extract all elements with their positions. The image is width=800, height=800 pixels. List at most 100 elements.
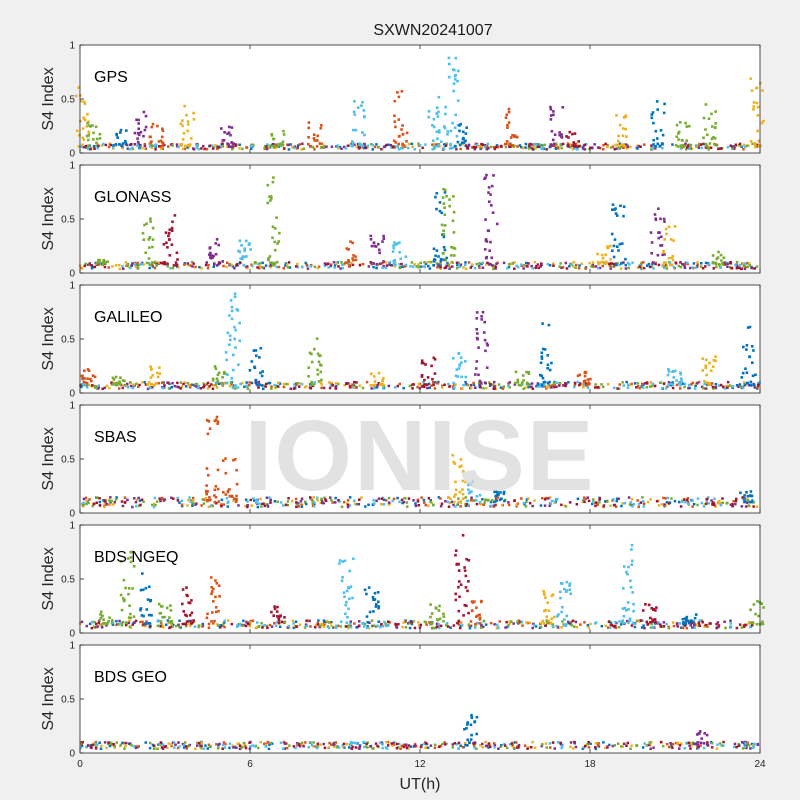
data-point bbox=[433, 358, 437, 361]
data-point bbox=[680, 138, 684, 142]
data-point bbox=[326, 625, 330, 628]
data-point bbox=[384, 746, 388, 749]
data-point bbox=[711, 365, 715, 368]
data-point bbox=[664, 497, 667, 500]
data-point bbox=[473, 746, 476, 750]
data-point bbox=[622, 615, 626, 618]
data-point bbox=[598, 266, 602, 270]
data-point bbox=[464, 586, 468, 589]
data-point bbox=[691, 266, 694, 269]
data-point bbox=[74, 94, 78, 98]
data-point bbox=[564, 590, 568, 593]
data-point bbox=[393, 241, 396, 244]
data-point bbox=[417, 621, 420, 624]
data-point bbox=[436, 266, 439, 269]
y-tick-label: 0 bbox=[69, 389, 75, 400]
data-point bbox=[683, 264, 686, 268]
data-point bbox=[181, 742, 185, 746]
data-point bbox=[158, 497, 161, 500]
data-point bbox=[604, 500, 607, 503]
data-point bbox=[102, 259, 105, 262]
data-point bbox=[704, 623, 707, 627]
data-point bbox=[636, 266, 640, 269]
data-point bbox=[82, 100, 86, 104]
plot-area bbox=[80, 285, 760, 393]
data-point bbox=[480, 146, 483, 149]
data-point bbox=[541, 146, 545, 150]
data-point bbox=[397, 623, 400, 626]
data-point bbox=[392, 139, 396, 143]
data-point bbox=[609, 504, 612, 508]
data-point bbox=[464, 139, 467, 143]
data-point bbox=[217, 371, 221, 375]
data-point bbox=[489, 193, 492, 196]
data-point bbox=[641, 746, 645, 749]
data-point bbox=[112, 743, 115, 746]
data-point bbox=[694, 382, 697, 385]
data-point bbox=[611, 203, 615, 206]
data-point bbox=[650, 147, 653, 150]
data-point bbox=[386, 744, 390, 747]
data-point bbox=[495, 144, 499, 147]
data-point bbox=[697, 732, 700, 735]
data-point bbox=[513, 261, 516, 264]
data-point bbox=[266, 201, 270, 205]
data-point bbox=[127, 587, 131, 590]
data-point bbox=[456, 69, 460, 73]
data-point bbox=[148, 145, 152, 148]
data-point bbox=[528, 142, 532, 146]
data-point bbox=[97, 259, 101, 262]
data-point bbox=[476, 621, 479, 625]
data-point bbox=[313, 139, 316, 142]
data-point bbox=[243, 249, 246, 253]
data-point bbox=[245, 255, 248, 258]
data-point bbox=[483, 144, 487, 147]
data-point bbox=[205, 491, 208, 494]
data-point bbox=[551, 384, 554, 387]
data-point bbox=[454, 73, 457, 77]
data-point bbox=[248, 369, 252, 372]
data-point bbox=[215, 145, 219, 148]
data-point bbox=[539, 373, 542, 377]
data-point bbox=[549, 114, 553, 117]
data-point bbox=[323, 623, 326, 626]
data-point bbox=[86, 263, 90, 267]
data-point bbox=[717, 384, 721, 387]
data-point bbox=[418, 626, 422, 630]
data-point bbox=[133, 262, 137, 266]
data-point bbox=[751, 623, 754, 627]
data-point bbox=[132, 262, 135, 266]
data-point bbox=[456, 503, 459, 506]
data-point bbox=[205, 616, 209, 620]
data-point bbox=[96, 143, 99, 146]
data-point bbox=[347, 260, 350, 263]
data-point bbox=[413, 744, 417, 747]
data-point bbox=[400, 498, 404, 502]
data-point bbox=[413, 148, 416, 151]
data-point bbox=[204, 744, 207, 747]
data-point bbox=[184, 385, 188, 388]
data-point bbox=[731, 145, 734, 148]
data-point bbox=[184, 622, 187, 626]
data-point bbox=[313, 347, 316, 351]
data-point bbox=[271, 742, 274, 745]
data-point bbox=[152, 744, 156, 747]
data-point bbox=[221, 376, 224, 379]
data-point bbox=[177, 623, 180, 627]
data-point bbox=[336, 144, 339, 147]
data-point bbox=[424, 363, 427, 366]
data-point bbox=[479, 385, 482, 388]
data-point bbox=[671, 258, 675, 262]
data-point bbox=[475, 715, 479, 719]
data-point bbox=[708, 383, 712, 387]
data-point bbox=[273, 622, 276, 625]
data-point bbox=[684, 121, 687, 125]
data-point bbox=[524, 142, 528, 146]
data-point bbox=[527, 372, 531, 375]
data-point bbox=[481, 310, 485, 314]
data-point bbox=[437, 255, 440, 258]
data-point bbox=[103, 504, 106, 507]
data-point bbox=[526, 621, 530, 625]
data-point bbox=[187, 498, 190, 502]
data-point bbox=[552, 382, 556, 385]
